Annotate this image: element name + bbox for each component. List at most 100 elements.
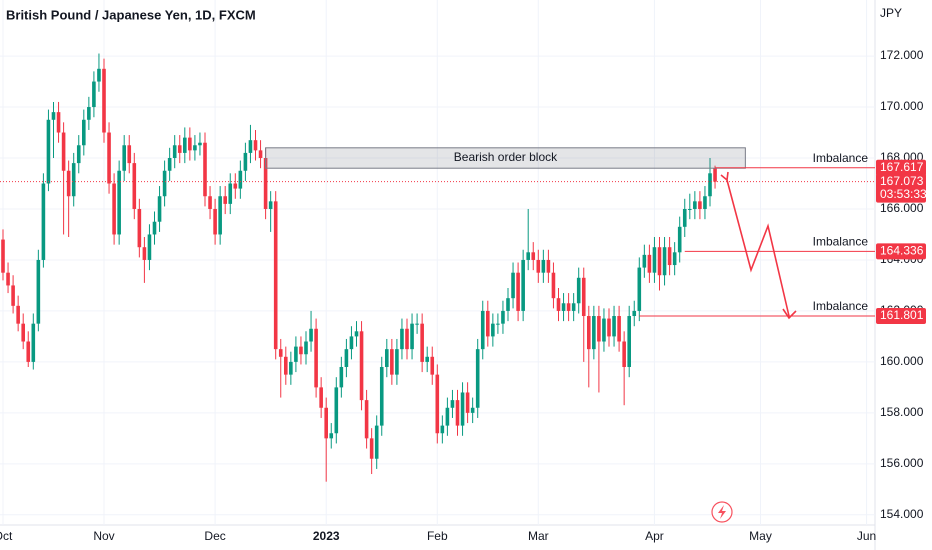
x-tick-label: Jun (857, 529, 876, 543)
candle-body (172, 145, 177, 159)
candle-body (92, 81, 96, 108)
candle-body (480, 310, 485, 350)
candle-body (304, 341, 308, 355)
candle-body (61, 132, 66, 171)
candle-body (698, 201, 702, 209)
candle-body (324, 407, 328, 439)
candle-body (112, 183, 116, 235)
candle-body (223, 196, 227, 204)
price-badge (876, 307, 926, 324)
candle-body (536, 259, 541, 273)
chart-title: British Pound / Japanese Yen, 1D, FXCM (6, 7, 256, 22)
candle-body (329, 433, 334, 439)
y-tick-label: 166.000 (880, 201, 924, 215)
candle-body (309, 328, 313, 342)
candle-body (87, 107, 91, 120)
candle-body (21, 323, 25, 342)
candle-body (374, 425, 379, 459)
candle-body (203, 142, 207, 197)
candle-body (556, 298, 561, 311)
candle-body (1, 239, 5, 273)
candle-body (213, 208, 217, 235)
candle-body (511, 272, 515, 299)
candle-body (273, 201, 278, 350)
candle-body (183, 137, 187, 153)
candle-body (208, 196, 212, 209)
candles-layer (1, 53, 717, 482)
candle-body (41, 183, 46, 260)
candle-body (455, 400, 460, 426)
candle-body (349, 336, 354, 350)
candle-body (238, 170, 243, 189)
candle-body (657, 247, 662, 276)
candle-body (465, 392, 470, 413)
candle-body (46, 119, 51, 184)
currency-label: JPY (880, 6, 902, 20)
y-tick-label: 156.000 (880, 456, 924, 470)
candle-body (425, 356, 429, 362)
x-tick-label: May (749, 529, 772, 543)
candle-body (233, 183, 238, 189)
candle-body (299, 346, 303, 355)
candle-body (132, 163, 137, 209)
price-badge (876, 159, 926, 176)
candle-body (127, 145, 132, 164)
candle-body (491, 323, 495, 337)
candle-body (592, 316, 596, 350)
candle-body (400, 328, 404, 350)
x-tick-label: Oct (0, 529, 13, 543)
candle-body (36, 259, 41, 324)
candle-body (652, 247, 657, 273)
candle-body (546, 259, 551, 273)
y-tick-label: 154.000 (880, 507, 924, 521)
candle-body (268, 201, 273, 209)
candle-body (420, 323, 424, 362)
candle-body (162, 170, 167, 197)
candle-body (188, 137, 192, 151)
candle-body (359, 331, 364, 401)
candle-body (152, 221, 157, 235)
candle-body (627, 316, 631, 367)
candle-body (561, 303, 566, 311)
candle-body (51, 112, 56, 120)
price-badge-label: 167.617 (880, 160, 924, 174)
order-block (265, 147, 746, 169)
candle-body (263, 158, 268, 209)
candle-body (581, 277, 586, 317)
candle-body (708, 173, 712, 197)
candle-body (415, 323, 419, 325)
candle-body (97, 68, 101, 82)
candle-body (551, 272, 556, 299)
y-tick-label: 170.000 (880, 99, 924, 113)
candle-body (167, 158, 172, 171)
candle-body (364, 400, 369, 439)
candle-body (26, 341, 31, 362)
candle-body (703, 196, 707, 209)
candle-body (647, 254, 652, 273)
candle-body (677, 226, 682, 253)
candle-body (430, 356, 435, 375)
candle-body (243, 152, 248, 171)
candle-body (460, 392, 465, 426)
candle-body (107, 132, 111, 184)
replay-icon[interactable] (711, 501, 733, 523)
candle-body (662, 247, 667, 276)
candle-body (622, 341, 626, 367)
candle-body (531, 252, 536, 260)
candle-body (102, 68, 106, 133)
countdown-label: 03:53:33 (880, 187, 927, 201)
candle-body (693, 201, 697, 209)
candle-body (117, 170, 121, 235)
arrow-head (782, 308, 797, 320)
candle-body (56, 112, 61, 133)
candle-body (642, 254, 647, 268)
x-tick-label: Dec (204, 529, 225, 543)
icon-bolt[interactable] (718, 505, 726, 519)
x-tick-label: Apr (645, 529, 664, 543)
x-tick-label: 2023 (313, 529, 340, 543)
candle-body (688, 208, 692, 210)
candle-body (339, 366, 344, 388)
